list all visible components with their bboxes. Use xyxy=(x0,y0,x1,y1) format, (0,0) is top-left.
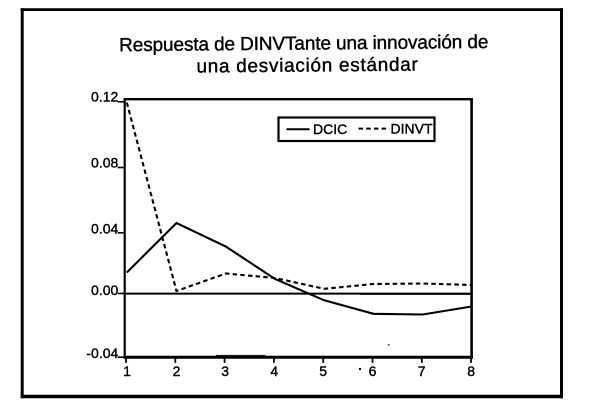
svg-text:4: 4 xyxy=(270,363,278,379)
svg-text:6: 6 xyxy=(369,363,377,379)
svg-text:0.08: 0.08 xyxy=(91,154,118,170)
svg-text:una desviación estándar: una desviación estándar xyxy=(196,55,418,78)
svg-text:2: 2 xyxy=(173,363,181,379)
svg-text:-0.04: -0.04 xyxy=(86,345,118,361)
svg-text:7: 7 xyxy=(418,363,426,379)
svg-text:DCIC: DCIC xyxy=(313,121,347,137)
svg-text:0.04: 0.04 xyxy=(91,221,118,237)
svg-text:3: 3 xyxy=(221,363,229,379)
svg-text:8: 8 xyxy=(467,363,475,379)
svg-text:Respuesta de DINVTante una inn: Respuesta de DINVTante una innovación de xyxy=(119,32,488,56)
svg-text:0.12: 0.12 xyxy=(91,89,118,105)
svg-text:DINVT: DINVT xyxy=(391,120,433,136)
svg-text:0.00: 0.00 xyxy=(91,282,118,298)
svg-text:5: 5 xyxy=(319,363,327,379)
svg-text:1: 1 xyxy=(123,363,131,379)
